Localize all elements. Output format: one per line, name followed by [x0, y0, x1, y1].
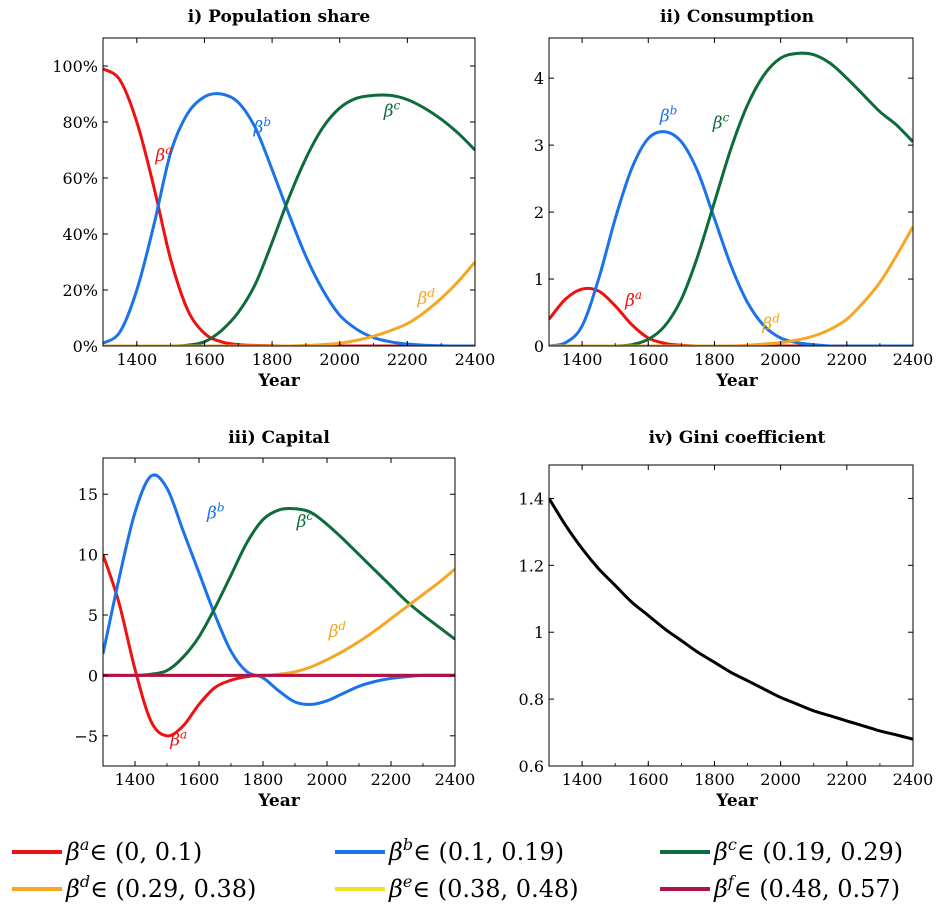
x-tick-label: 1800: [694, 770, 735, 789]
series-line-d: [549, 226, 913, 346]
y-tick-label: 0: [534, 337, 544, 356]
y-tick-label: 2: [534, 203, 544, 222]
plot-frame: [548, 464, 914, 767]
x-tick-label: 2400: [455, 350, 496, 369]
x-axis-label: Year: [257, 791, 300, 811]
y-tick-label: 80%: [62, 113, 98, 132]
y-tick-label: 1: [534, 270, 544, 289]
series-line-d: [103, 567, 455, 677]
x-axis-label: Year: [257, 371, 300, 391]
x-tick-label: 2000: [760, 350, 801, 369]
panel-title: iv) Gini coefficient: [649, 428, 826, 448]
x-tick-label: 1600: [628, 770, 669, 789]
y-tick-label: 0.6: [519, 757, 544, 776]
x-tick-label: 1600: [184, 350, 225, 369]
series-annotation-c: βc: [296, 509, 314, 532]
plot-frame: [102, 457, 456, 767]
legend-label: βf∈ (0.48, 0.57): [713, 872, 900, 903]
x-tick-label: 1400: [116, 350, 157, 369]
series-annotation-b: βb: [206, 500, 225, 523]
series-annotation-c: βc: [712, 110, 730, 133]
y-tick-label: 1: [534, 623, 544, 642]
x-tick-label: 2200: [826, 770, 867, 789]
x-axis-label: Year: [715, 371, 758, 391]
legend-label: βb∈ (0.1, 0.19): [388, 835, 564, 866]
legend-item-a: βa∈ (0, 0.1): [12, 835, 202, 866]
y-tick-label: 15: [78, 485, 98, 504]
x-tick-label: 1600: [179, 770, 220, 789]
legend-item-b: βb∈ (0.1, 0.19): [335, 835, 564, 866]
x-tick-label: 2000: [307, 770, 348, 789]
series-annotation-d: βd: [328, 619, 347, 642]
panel-title: i) Population share: [188, 7, 371, 27]
legend-item-e: βe∈ (0.38, 0.48): [335, 872, 579, 903]
plot-frame: [102, 37, 476, 347]
series-line-b: [103, 473, 455, 706]
y-tick-label: 40%: [62, 225, 98, 244]
y-tick-label: 3: [534, 136, 544, 155]
panel-gini-coefficient: iv) Gini coefficient 1400 1600 1800 2000 220…: [519, 428, 934, 811]
series-annotation-a: βa: [624, 288, 642, 311]
x-axis-label: Year: [715, 791, 758, 811]
y-tick-label: 1.2: [519, 556, 544, 575]
legend-item-c: βc∈ (0.19, 0.29): [660, 835, 903, 866]
legend: βa∈ (0, 0.1) βb∈ (0.1, 0.19) βc∈ (0.19, 0.…: [12, 835, 903, 903]
series-line-c: [103, 93, 475, 346]
series-line-a: [549, 286, 913, 346]
x-tick-label: 2400: [893, 770, 934, 789]
y-tick-label: 1.4: [519, 489, 544, 508]
legend-label: βe∈ (0.38, 0.48): [388, 872, 579, 903]
x-tick-label: 2000: [319, 350, 360, 369]
panel-title: ii) Consumption: [660, 7, 814, 27]
series-line-d: [103, 261, 475, 346]
y-tick-label: 10: [78, 546, 98, 565]
series-line-c: [549, 51, 913, 346]
series-annotation-d: βd: [417, 286, 436, 309]
x-tick-label: 2200: [371, 770, 412, 789]
x-tick-label: 2200: [826, 350, 867, 369]
y-tick-label: 100%: [52, 57, 98, 76]
series-line-a: [103, 554, 455, 738]
x-tick-label: 1400: [562, 350, 603, 369]
series-line-b: [549, 130, 913, 346]
series-annotation-b: βb: [659, 104, 678, 127]
series-annotation-b: βb: [252, 115, 271, 138]
panel-consumption: ii) Consumption 1400 1600 1800 2000 2200 2400…: [534, 7, 934, 391]
x-tick-label: 2400: [893, 350, 934, 369]
x-tick-label: 2000: [760, 770, 801, 789]
series-line-b: [103, 92, 475, 346]
y-tick-label: 4: [534, 69, 544, 88]
series-annotation-a: βa: [154, 143, 172, 166]
legend-label: βa∈ (0, 0.1): [65, 835, 202, 866]
x-tick-label: 1800: [694, 350, 735, 369]
x-tick-label: 1800: [252, 350, 293, 369]
series-annotation-c: βc: [383, 98, 401, 121]
legend-item-f: βf∈ (0.48, 0.57): [660, 872, 900, 903]
x-tick-label: 2400: [435, 770, 476, 789]
x-tick-label: 2200: [387, 350, 428, 369]
plot-frame: [548, 37, 914, 347]
legend-label: βc∈ (0.19, 0.29): [713, 835, 903, 866]
series-annotation-d: βd: [761, 311, 780, 334]
legend-item-d: βd∈ (0.29, 0.38): [12, 872, 256, 903]
y-tick-label: 60%: [62, 169, 98, 188]
legend-label: βd∈ (0.29, 0.38): [65, 872, 256, 903]
x-tick-label: 1400: [115, 770, 156, 789]
series-line-c: [103, 506, 455, 677]
y-tick-label: 0: [88, 666, 98, 685]
x-tick-label: 1800: [243, 770, 284, 789]
y-tick-label: −5: [74, 727, 98, 746]
y-tick-label: 0.8: [519, 690, 544, 709]
series-annotation-a: βa: [169, 727, 187, 750]
y-tick-label: 5: [88, 606, 98, 625]
x-tick-label: 1600: [628, 350, 669, 369]
panel-capital: iii) Capital 1400 1600 1800 2000 2200 2400 −5 0…: [74, 428, 475, 811]
x-tick-label: 1400: [562, 770, 603, 789]
y-tick-label: 20%: [62, 281, 98, 300]
panel-title: iii) Capital: [228, 428, 330, 448]
series-line-gini: [549, 497, 913, 741]
y-tick-label: 0%: [73, 337, 98, 356]
panel-population-share: i) Population share 1400 1600 1800 2000 2200…: [52, 7, 495, 391]
